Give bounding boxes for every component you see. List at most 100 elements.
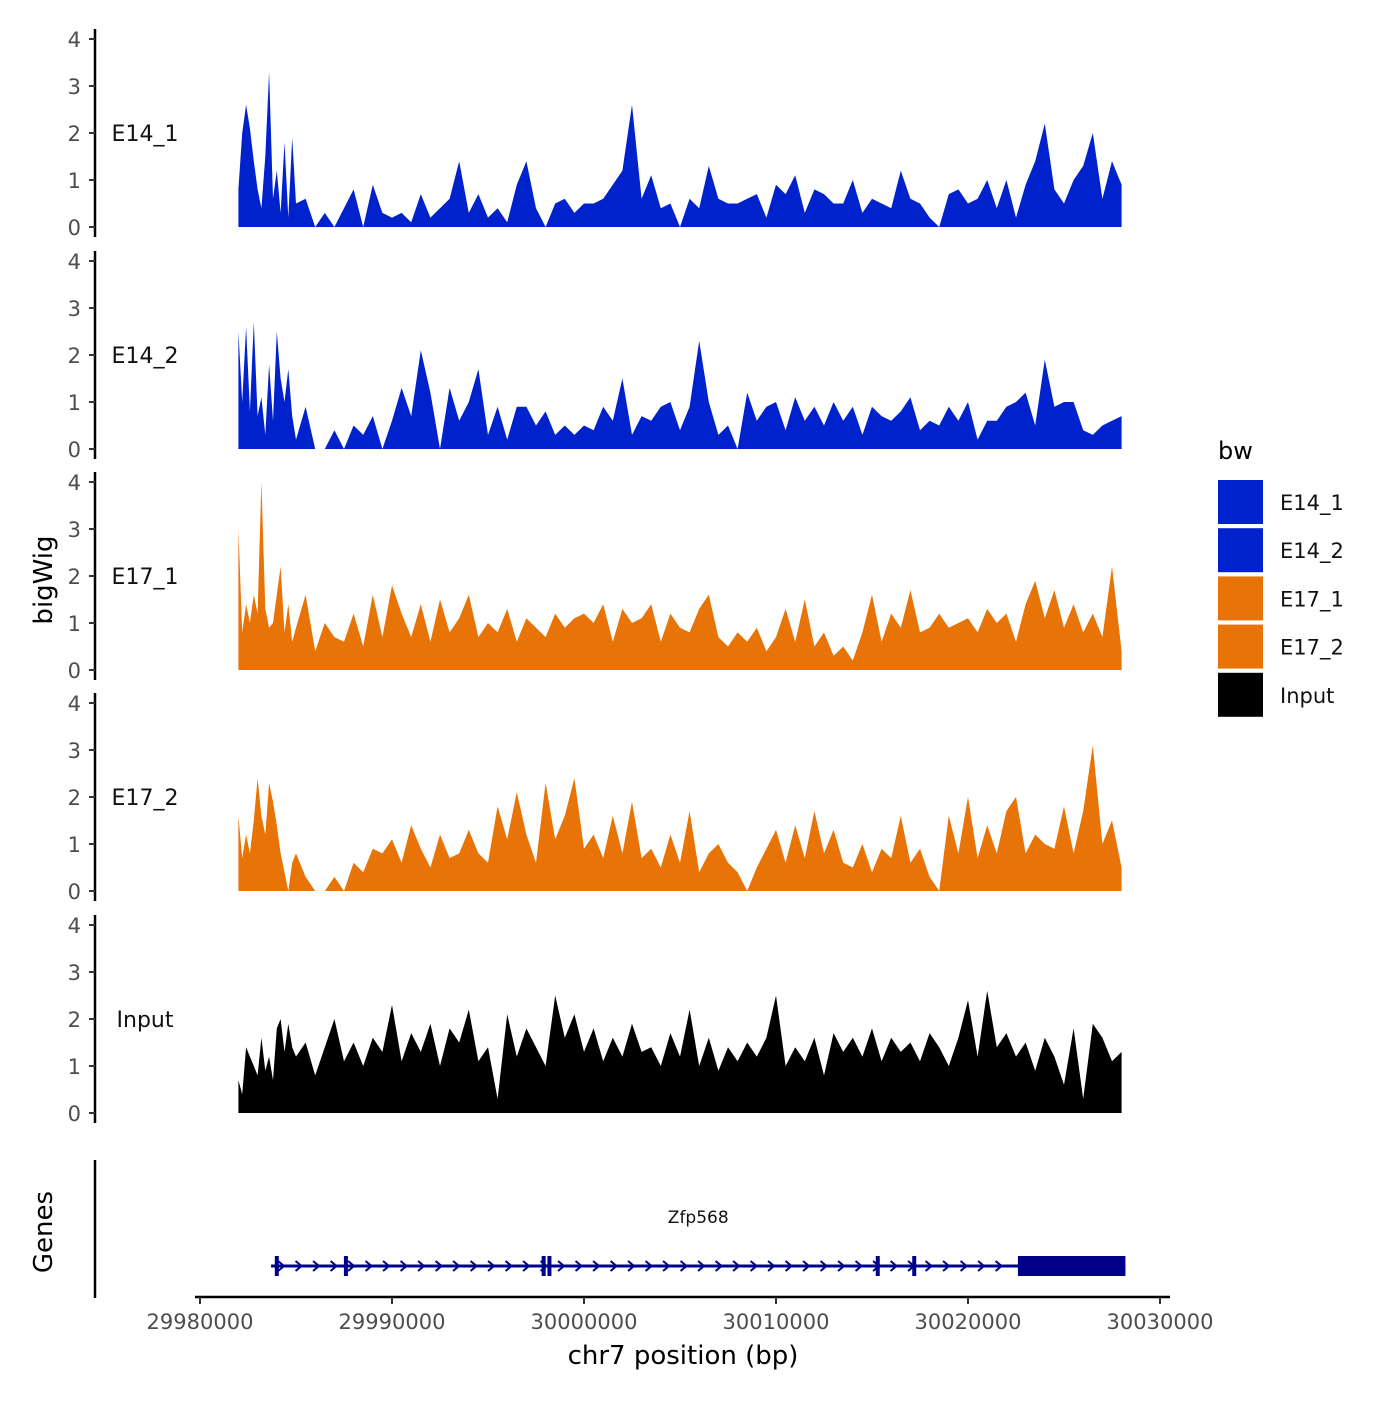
x-tick-label: 30020000	[915, 1310, 1022, 1334]
x-tick-label: 30000000	[531, 1310, 638, 1334]
y-tick-label: 1	[68, 833, 81, 857]
coverage-area	[238, 990, 1122, 1113]
y-tick-label: 3	[68, 518, 81, 542]
legend-label: E14_1	[1280, 491, 1344, 516]
coverage-area	[238, 745, 1122, 891]
strand-arrow	[347, 1260, 356, 1272]
y-tick-label: 4	[68, 914, 81, 938]
strand-arrow	[627, 1260, 636, 1272]
strand-arrow	[329, 1260, 339, 1272]
gene-track: Zfp568	[93, 1160, 1126, 1298]
y-tick-label: 4	[68, 250, 81, 274]
strand-arrow	[732, 1260, 741, 1272]
y-tick-label: 0	[68, 1102, 81, 1126]
gene-exon	[541, 1256, 546, 1276]
y-tick-label: 3	[68, 739, 81, 763]
strand-arrow	[434, 1260, 444, 1272]
strand-arrow	[784, 1260, 794, 1272]
y-tick-label: 1	[68, 169, 81, 193]
strand-arrow	[697, 1260, 706, 1272]
x-tick-label: 29980000	[147, 1310, 254, 1334]
legend: bw E14_1 E14_2 E17_1 E17_2 Input	[1218, 437, 1344, 717]
strand-arrow	[364, 1260, 374, 1272]
track-E17_2: 0 1 2 3 4 E17_2	[68, 692, 1122, 904]
strand-arrow	[714, 1260, 724, 1272]
strand-arrow	[924, 1260, 934, 1272]
strand-arrow	[977, 1260, 986, 1272]
strand-arrow	[872, 1260, 881, 1272]
strand-arrow	[557, 1260, 566, 1272]
strand-arrow	[382, 1260, 391, 1272]
track-Input: 0 1 2 3 4 Input	[68, 914, 1122, 1126]
strand-arrow	[662, 1260, 671, 1272]
track-E14_1: 0 1 2 3 4 E14_1	[68, 28, 1122, 240]
track-label: E14_2	[112, 344, 179, 369]
track-label: E17_1	[112, 565, 179, 590]
legend-swatch	[1218, 528, 1263, 573]
legend-title: bw	[1218, 437, 1253, 465]
legend-label: Input	[1280, 684, 1334, 708]
legend-swatch	[1218, 576, 1263, 621]
strand-arrow	[854, 1260, 864, 1272]
strand-arrow	[907, 1260, 916, 1272]
track-label: Input	[117, 1008, 174, 1033]
strand-arrow	[802, 1260, 811, 1272]
y-tick-label: 3	[68, 961, 81, 985]
y-tick-label: 3	[68, 75, 81, 99]
y-tick-label: 2	[68, 786, 81, 810]
track-label: E17_2	[112, 786, 179, 811]
strand-arrow	[959, 1260, 969, 1272]
legend-label: E17_1	[1280, 587, 1344, 612]
strand-arrow	[469, 1260, 479, 1272]
strand-arrow	[294, 1260, 304, 1272]
track-panels: 0 1 2 3 4 E14_1 0 1 2 3 4 E14_2 0 1 2 3 4 E17_1 0 1 2 3 4 E17_2…	[68, 28, 1122, 1126]
strand-arrow	[767, 1260, 776, 1272]
strand-arrow	[312, 1260, 321, 1272]
strand-arrow	[592, 1260, 601, 1272]
x-tick-label: 30010000	[723, 1310, 830, 1334]
strand-arrow	[994, 1260, 1004, 1272]
coverage-area	[238, 322, 1122, 449]
legend-swatch	[1218, 672, 1263, 717]
strand-arrow	[399, 1260, 409, 1272]
y-axis-label: bigWig	[29, 535, 59, 624]
y-tick-label: 2	[68, 122, 81, 146]
strand-arrow	[644, 1260, 654, 1272]
y-tick-label: 2	[68, 344, 81, 368]
strand-arrow	[487, 1260, 496, 1272]
coverage-area	[238, 71, 1122, 228]
y-tick-label: 2	[68, 565, 81, 589]
y-tick-label: 4	[68, 471, 81, 495]
y-tick-label: 3	[68, 297, 81, 321]
strand-arrow	[942, 1260, 951, 1272]
x-axis-label: chr7 position (bp)	[568, 1341, 799, 1371]
strand-arrow	[504, 1260, 514, 1272]
gene-name-label: Zfp568	[668, 1208, 729, 1228]
y-tick-label: 0	[68, 438, 81, 462]
strand-arrow	[749, 1260, 759, 1272]
legend-swatch	[1218, 624, 1263, 669]
strand-arrow	[522, 1260, 531, 1272]
strand-arrow	[609, 1260, 619, 1272]
coverage-area	[238, 482, 1122, 670]
y-tick-label: 0	[68, 880, 81, 904]
y-tick-label: 4	[68, 28, 81, 52]
gene-exon	[547, 1256, 552, 1276]
legend-swatch	[1218, 480, 1263, 524]
track-E17_1: 0 1 2 3 4 E17_1	[68, 471, 1122, 683]
x-axis: 29980000 29990000 30000000 30010000 30020000…	[147, 1295, 1214, 1334]
strand-arrow	[889, 1260, 899, 1272]
x-tick-label: 30030000	[1107, 1310, 1214, 1334]
y-tick-label: 2	[68, 1008, 81, 1032]
gene-thick-exon	[1017, 1256, 1126, 1276]
y-tick-label: 1	[68, 612, 81, 636]
genes-axis-label: Genes	[29, 1191, 59, 1273]
gene-exon	[343, 1256, 348, 1276]
y-tick-label: 1	[68, 1055, 81, 1079]
strand-arrow	[452, 1260, 461, 1272]
y-tick-label: 4	[68, 692, 81, 716]
strand-arrow	[837, 1260, 846, 1272]
track-E14_2: 0 1 2 3 4 E14_2	[68, 250, 1122, 462]
